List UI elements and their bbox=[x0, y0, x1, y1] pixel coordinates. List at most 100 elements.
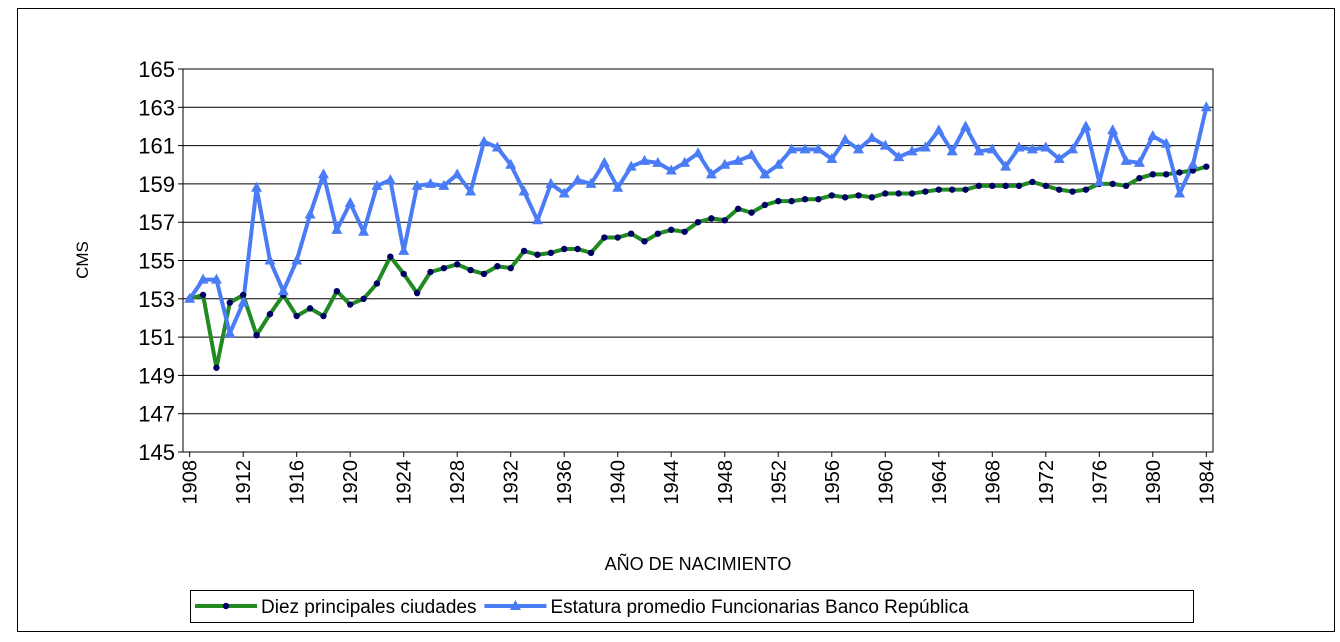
data-point bbox=[558, 187, 570, 198]
data-point bbox=[467, 266, 474, 274]
data-point bbox=[1149, 171, 1157, 178]
data-point bbox=[427, 268, 434, 276]
data-point bbox=[478, 135, 490, 146]
data-point bbox=[237, 296, 249, 307]
data-point bbox=[360, 295, 367, 302]
data-point bbox=[197, 273, 209, 284]
data-point bbox=[547, 249, 555, 257]
data-point bbox=[922, 188, 929, 195]
data-point bbox=[973, 145, 985, 156]
x-tick-label: 1948 bbox=[715, 460, 737, 505]
data-point bbox=[748, 209, 755, 216]
x-tick-label: 1928 bbox=[447, 460, 469, 505]
data-point bbox=[239, 291, 247, 299]
x-tick-label: 1920 bbox=[340, 460, 362, 505]
y-tick-label: 147 bbox=[138, 402, 175, 427]
data-point bbox=[1069, 188, 1076, 195]
data-point bbox=[1067, 143, 1079, 154]
data-point bbox=[451, 168, 463, 179]
x-tick-label: 1916 bbox=[287, 460, 309, 505]
x-tick-label: 1908 bbox=[180, 460, 202, 505]
data-point bbox=[585, 177, 597, 188]
x-tick-label: 1960 bbox=[875, 460, 897, 505]
data-point bbox=[440, 264, 448, 272]
data-point bbox=[801, 196, 809, 203]
data-point bbox=[1093, 175, 1105, 186]
data-point bbox=[933, 124, 945, 135]
data-point bbox=[304, 208, 316, 219]
data-point bbox=[465, 185, 477, 196]
data-point bbox=[638, 154, 650, 165]
data-point bbox=[505, 158, 517, 169]
data-point bbox=[587, 249, 595, 257]
data-point bbox=[841, 194, 849, 201]
data-point bbox=[400, 270, 407, 278]
data-point bbox=[520, 247, 528, 255]
data-point bbox=[251, 181, 263, 192]
data-point bbox=[761, 201, 769, 209]
data-point bbox=[692, 147, 704, 158]
data-point bbox=[384, 174, 396, 185]
x-tick-label: 1932 bbox=[501, 460, 523, 505]
data-point bbox=[654, 230, 662, 237]
data-point bbox=[277, 285, 289, 296]
data-point bbox=[625, 160, 637, 171]
data-point bbox=[759, 168, 771, 179]
data-point bbox=[333, 287, 341, 295]
y-tick-label: 163 bbox=[138, 95, 175, 120]
data-point bbox=[746, 149, 758, 160]
data-point bbox=[1015, 182, 1023, 190]
data-point bbox=[893, 151, 905, 162]
y-tick-label: 161 bbox=[138, 134, 175, 159]
data-point bbox=[1080, 120, 1092, 131]
data-point bbox=[507, 264, 514, 272]
data-point bbox=[358, 225, 370, 236]
data-point bbox=[719, 158, 731, 169]
x-tick-label: 1968 bbox=[982, 460, 1004, 505]
data-point bbox=[799, 143, 811, 154]
x-tick-label: 1984 bbox=[1196, 460, 1218, 505]
data-point bbox=[601, 234, 608, 241]
data-point bbox=[545, 177, 557, 188]
data-point bbox=[371, 179, 383, 190]
x-tick-label: 1912 bbox=[233, 460, 255, 505]
data-point bbox=[1026, 143, 1038, 154]
data-point bbox=[975, 182, 983, 190]
data-point bbox=[668, 226, 675, 234]
data-point bbox=[213, 364, 220, 371]
data-point bbox=[598, 156, 610, 167]
x-tick-label: 1972 bbox=[1036, 460, 1058, 505]
data-point bbox=[293, 312, 300, 320]
data-point bbox=[681, 228, 688, 235]
data-point bbox=[1082, 186, 1090, 193]
data-point bbox=[1029, 178, 1036, 186]
data-point bbox=[946, 145, 958, 156]
data-point bbox=[962, 186, 969, 193]
y-tick-label: 145 bbox=[138, 440, 175, 465]
chart-frame bbox=[17, 8, 1335, 632]
data-point bbox=[732, 154, 744, 165]
data-point bbox=[1053, 153, 1065, 164]
data-point bbox=[574, 245, 581, 253]
data-point bbox=[317, 168, 329, 179]
legend-marker bbox=[509, 600, 521, 610]
data-point bbox=[882, 190, 889, 197]
data-point bbox=[908, 190, 916, 197]
data-point bbox=[264, 254, 276, 265]
data-point bbox=[1013, 141, 1025, 152]
data-point bbox=[1176, 169, 1183, 176]
data-point bbox=[879, 139, 891, 150]
data-point bbox=[641, 238, 648, 245]
legend-label: Estatura promedio Funcionarias Banco Rep… bbox=[550, 597, 969, 618]
data-point bbox=[480, 270, 488, 278]
data-point bbox=[786, 143, 798, 154]
legend-label: Diez principales ciudades bbox=[261, 597, 476, 618]
data-point bbox=[1133, 156, 1145, 167]
data-point bbox=[561, 245, 568, 253]
data-point bbox=[184, 292, 196, 303]
y-tick-label: 155 bbox=[138, 249, 175, 274]
legend bbox=[190, 590, 1194, 623]
data-point bbox=[1122, 182, 1130, 190]
x-tick-label: 1936 bbox=[554, 460, 576, 505]
x-axis-label: AÑO DE NACIMIENTO bbox=[605, 553, 792, 574]
